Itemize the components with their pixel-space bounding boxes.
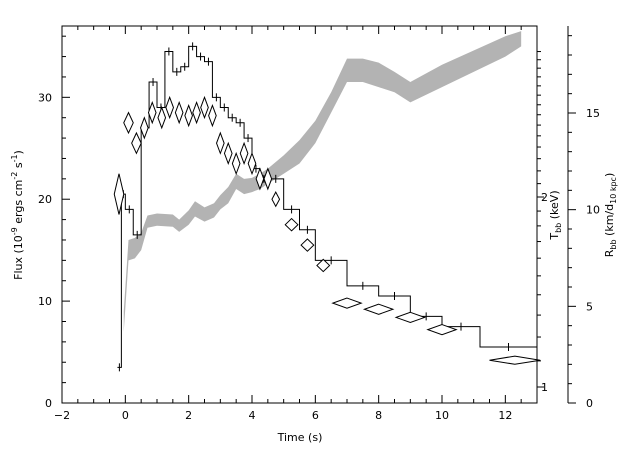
tbb-diamond-point xyxy=(300,238,315,252)
tbb-diamond-layer xyxy=(113,95,541,365)
rbb-band-layer xyxy=(123,31,522,332)
rbb-tick-label: 15 xyxy=(586,107,600,120)
tbb-tick-label: 1 xyxy=(541,381,548,394)
tbb-diamond-point xyxy=(331,297,363,309)
x-tick-label: 8 xyxy=(375,409,382,422)
tbb-diamond-point xyxy=(394,311,427,324)
x-tick-label: 12 xyxy=(498,409,512,422)
axes-layer xyxy=(61,25,569,404)
y-left-tick-label: 20 xyxy=(38,193,52,206)
y-left-tick-label: 0 xyxy=(45,397,52,410)
tbb-diamond-point xyxy=(239,141,249,165)
tbb-diamond-point xyxy=(192,100,201,125)
tbb-diamond-point xyxy=(263,167,273,191)
tbb-diamond-point xyxy=(208,104,217,128)
tbb-diamond-point xyxy=(284,217,299,232)
tbb-diamond-point xyxy=(316,258,331,273)
rbb-tick-label: 5 xyxy=(586,300,593,313)
rbb-tick-label: 0 xyxy=(586,397,593,410)
tbb-diamond-point xyxy=(147,100,157,125)
tbb-diamond-point xyxy=(123,111,134,135)
tbb-tick-label: 2 xyxy=(541,191,548,204)
tbb-diamond-point xyxy=(247,151,257,176)
tbb-diamond-point xyxy=(489,355,541,365)
x-tick-label: 6 xyxy=(312,409,319,422)
rbb-tick-label: 10 xyxy=(586,204,600,217)
tbb-diamond-point xyxy=(157,106,167,130)
tbb-diamond-point xyxy=(362,303,395,315)
y-left-tick-label: 10 xyxy=(38,295,52,308)
tbb-diamond-point xyxy=(426,324,458,336)
tbb-diamond-point xyxy=(113,173,125,215)
tbb-diamond-point xyxy=(184,104,194,128)
x-tick-label: 0 xyxy=(122,409,129,422)
x-tick-label: 4 xyxy=(249,409,256,422)
y-left-axis-title: Flux (10-9 ergs cm-2 s-1) xyxy=(10,150,25,280)
tbb-diamond-point xyxy=(271,191,281,208)
tbb-axis-title: Tbb (keV) xyxy=(548,190,563,240)
flux-histogram-layer xyxy=(117,42,537,372)
tbb-diamond-point xyxy=(200,95,209,120)
x-tick-label: 10 xyxy=(435,409,449,422)
rbb-axis-title: Rbb (km/d10 kpc) xyxy=(603,173,618,258)
tbb-diamond-point xyxy=(165,95,175,120)
x-axis-title: Time (s) xyxy=(277,431,323,444)
tbb-diamond-point xyxy=(231,151,241,176)
tbb-diamond-point xyxy=(139,116,149,140)
x-tick-label: 2 xyxy=(185,409,192,422)
x-tick-label: −2 xyxy=(54,409,70,422)
rbb-band xyxy=(123,31,522,332)
y-left-tick-label: 30 xyxy=(38,91,52,104)
tbb-diamond-point xyxy=(174,100,184,125)
flux-histogram-line xyxy=(117,45,537,368)
tbb-diamond-point xyxy=(131,131,142,155)
tbb-diamond-point xyxy=(223,141,233,165)
tbb-diamond-point xyxy=(215,131,225,155)
tbb-diamond-point xyxy=(255,167,265,191)
